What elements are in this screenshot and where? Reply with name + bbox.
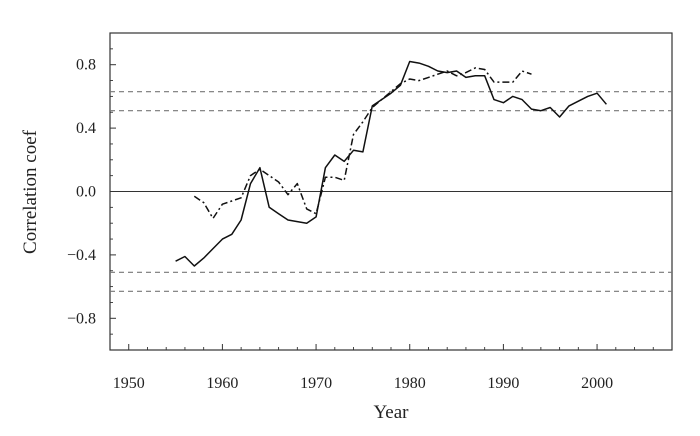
reference-lines <box>110 91 672 292</box>
y-tick-label: −0.8 <box>67 310 96 327</box>
y-axis-ticks: 0.8 0.4 0.0 −0.4 −0.8 <box>67 48 116 335</box>
series-line-dash-dot <box>193 67 532 220</box>
series-group <box>175 60 607 267</box>
y-tick-label: 0.8 <box>76 57 96 74</box>
x-axis-ticks: 1950 1960 1970 1980 1990 2000 <box>113 344 673 392</box>
y-tick-label: 0.0 <box>76 184 96 201</box>
x-tick-label: 1990 <box>487 375 519 392</box>
x-tick-label: 1950 <box>113 375 145 392</box>
series-line-solid <box>175 60 607 267</box>
y-tick-label: 0.4 <box>76 120 96 137</box>
x-tick-label: 2000 <box>581 375 613 392</box>
x-tick-label: 1960 <box>206 375 238 392</box>
x-axis-label: Year <box>373 402 409 423</box>
x-tick-label: 1970 <box>300 375 332 392</box>
y-tick-label: −0.4 <box>67 247 96 264</box>
x-tick-label: 1980 <box>394 375 426 392</box>
y-axis-label: Correlation coef <box>20 129 41 254</box>
